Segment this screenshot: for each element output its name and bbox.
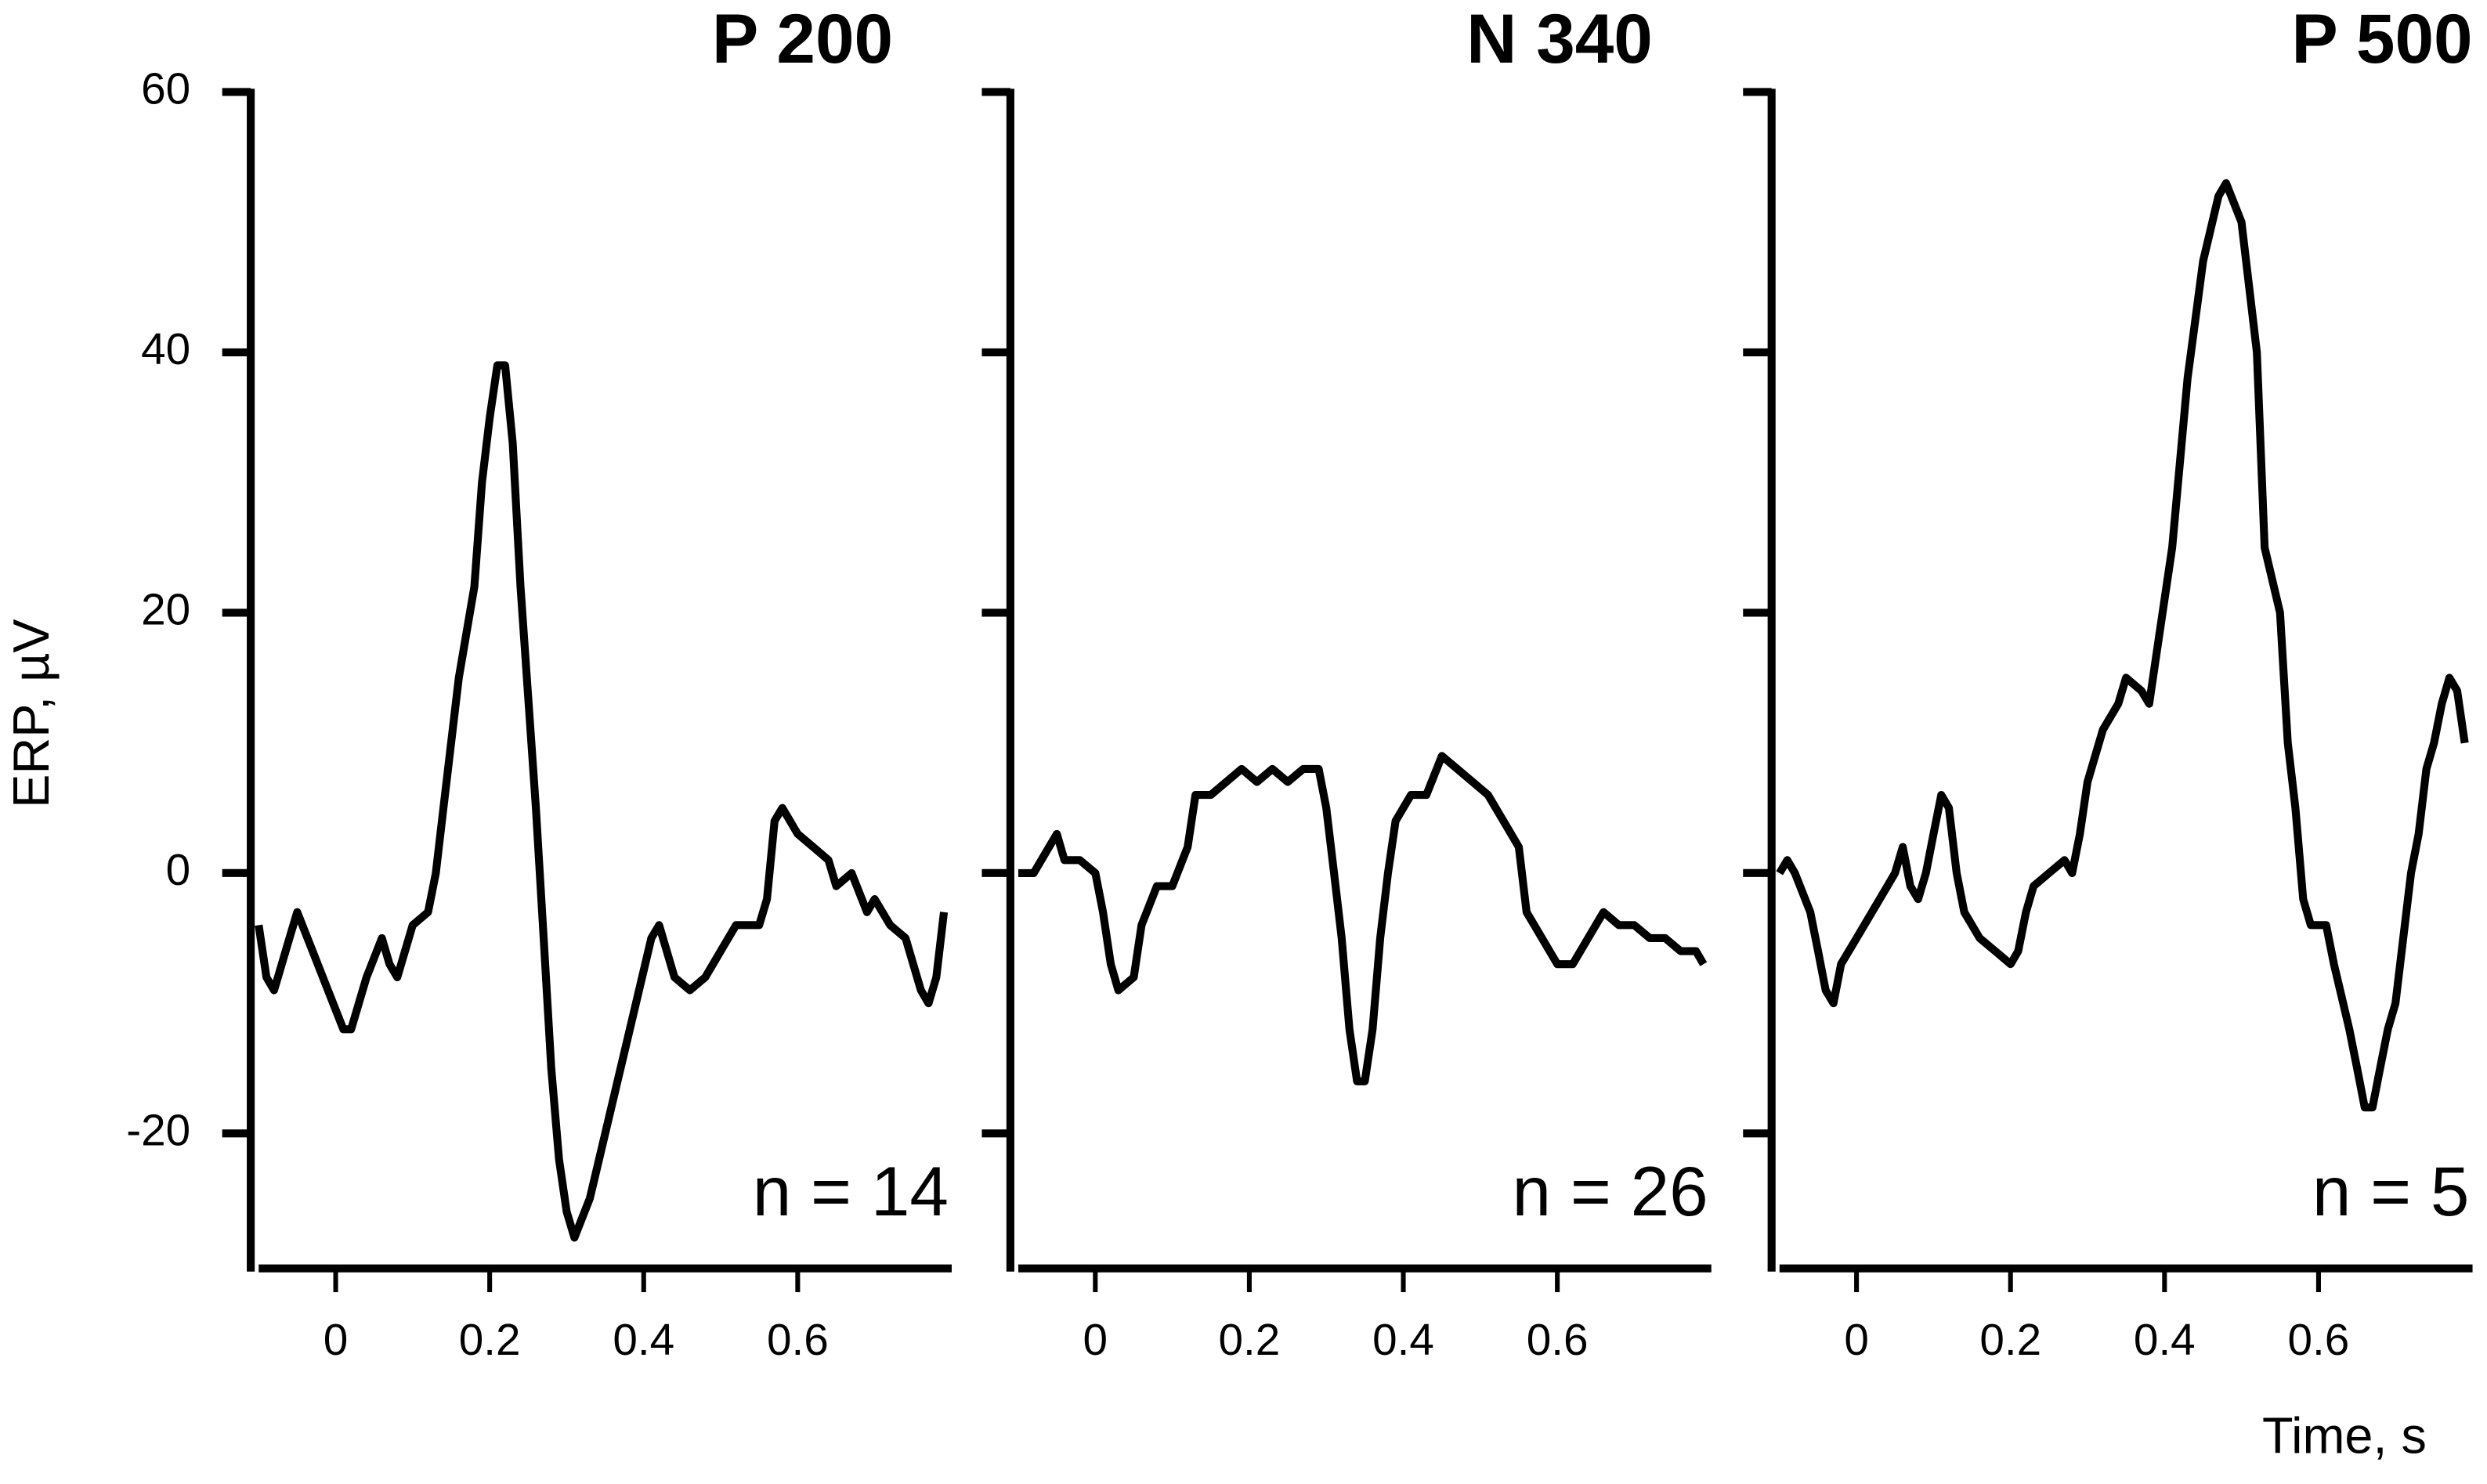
- x-tick-label: 0.2: [1219, 1316, 1281, 1365]
- y-tick-label: 0: [166, 846, 191, 895]
- erp-line: [1018, 752, 1708, 1085]
- erp-line: [255, 361, 949, 1242]
- sample-size: n = 14: [753, 1152, 949, 1230]
- x-tick-label: 0.4: [2134, 1316, 2196, 1365]
- panel-title: N 340: [1466, 0, 1653, 78]
- sample-size: n = 5: [2312, 1152, 2470, 1230]
- panel-title: P 500: [2291, 0, 2472, 78]
- x-tick-label: 0.6: [767, 1316, 829, 1365]
- x-tick-label: 0: [324, 1316, 349, 1365]
- x-tick-label: 0.4: [1372, 1316, 1434, 1365]
- x-tick-label: 0: [1844, 1316, 1869, 1365]
- x-tick-label: 0: [1083, 1316, 1108, 1365]
- y-axis-label: ERP, µV: [2, 619, 60, 807]
- sample-size: n = 26: [1513, 1152, 1708, 1230]
- y-tick-label: 40: [141, 325, 190, 374]
- x-tick-label: 0.4: [613, 1316, 674, 1365]
- x-tick-label: 0.2: [459, 1316, 521, 1365]
- y-tick-label: -20: [126, 1106, 190, 1155]
- erp-line: [1776, 179, 2469, 1112]
- x-axis-label: Time, s: [2262, 1406, 2427, 1464]
- x-tick-label: 0.6: [2288, 1316, 2350, 1365]
- panel-title: P 200: [712, 0, 893, 78]
- y-tick-label: 60: [141, 64, 190, 114]
- x-tick-label: 0.2: [1979, 1316, 2041, 1365]
- x-tick-label: 0.6: [1527, 1316, 1589, 1365]
- y-tick-label: 20: [141, 585, 190, 634]
